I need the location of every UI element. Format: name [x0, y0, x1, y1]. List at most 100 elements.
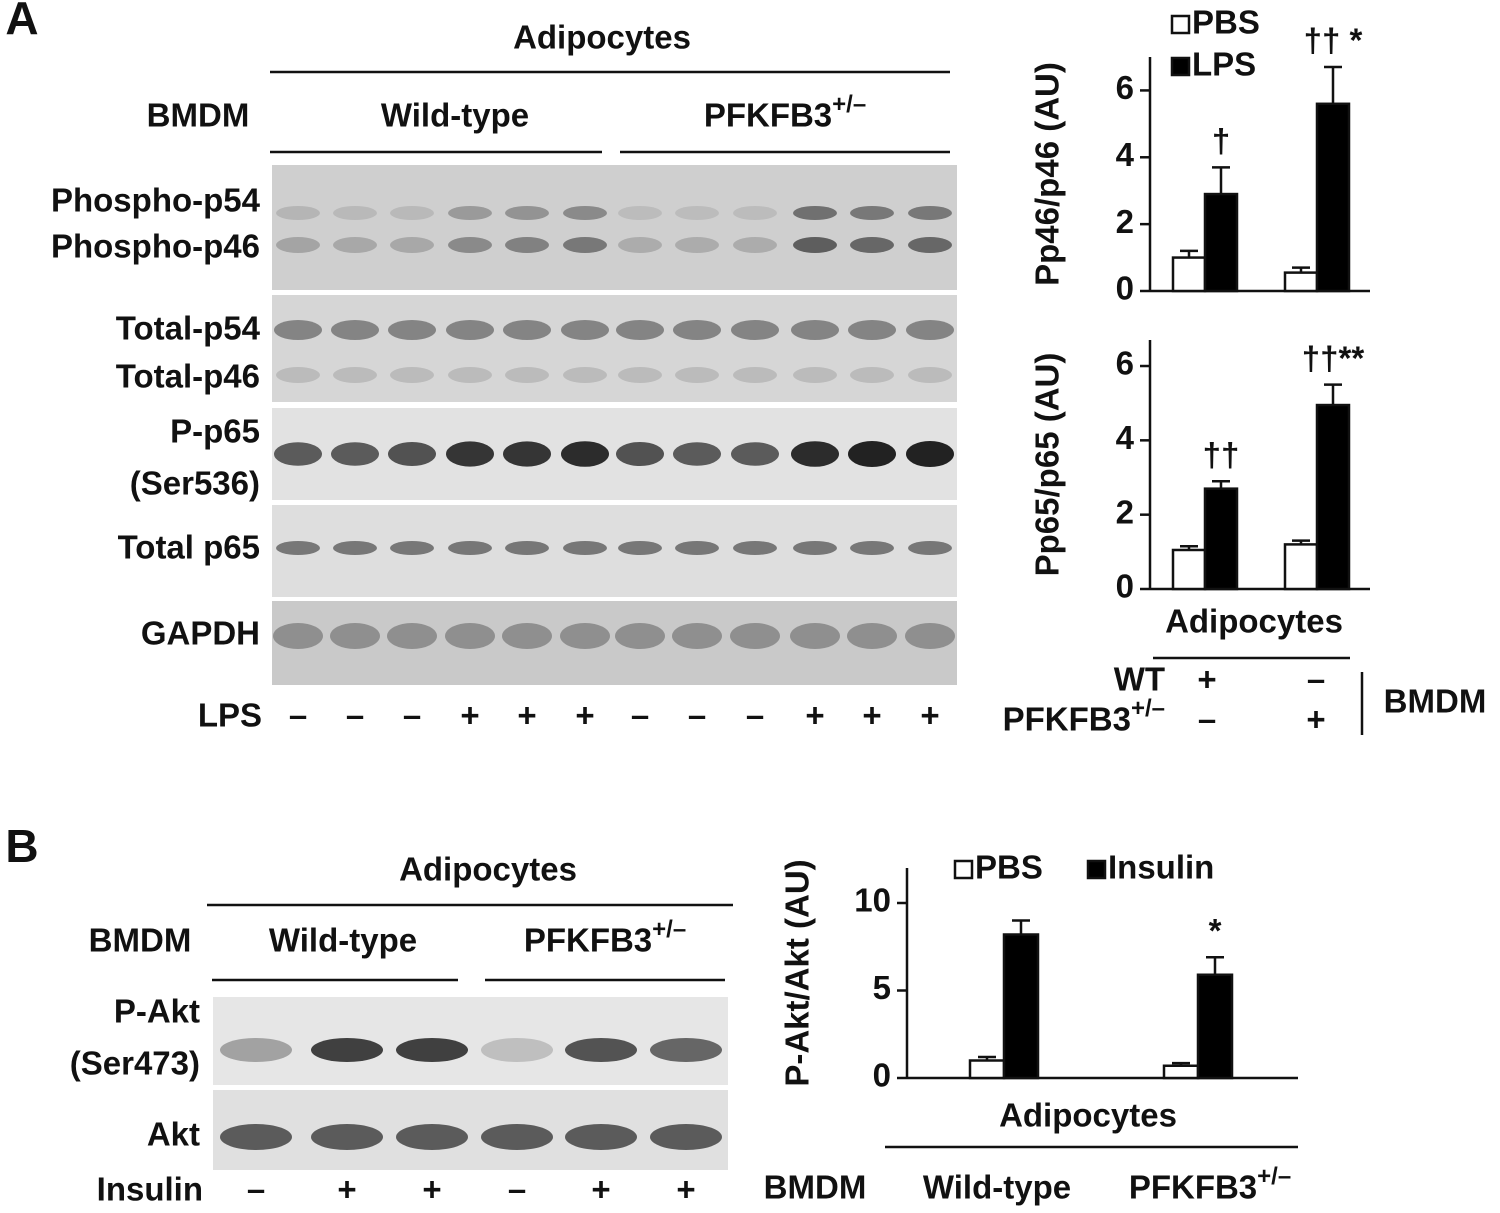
- blot-band: [848, 320, 896, 340]
- blot-band: [618, 206, 662, 220]
- lane-sign: +: [517, 697, 536, 734]
- bar: [1203, 487, 1239, 591]
- footer-header: Adipocytes: [999, 1097, 1177, 1134]
- blot-band: [276, 206, 320, 220]
- blot-band: [333, 367, 377, 383]
- lane-sign: –: [508, 1171, 526, 1208]
- lane-sign: +: [575, 697, 594, 734]
- blot-band: [906, 441, 954, 467]
- blot-band: [390, 237, 434, 253]
- blot-band: [396, 1038, 468, 1062]
- blot-band: [503, 320, 551, 340]
- lane-sign: +: [676, 1171, 695, 1208]
- lane-sign: –: [631, 697, 649, 734]
- x-tick-label: Wild-type: [923, 1169, 1071, 1206]
- blot-band: [793, 367, 837, 383]
- blot-panel: [213, 997, 728, 1085]
- blot-band: [793, 237, 837, 253]
- blot-band: [672, 623, 722, 649]
- bar: [1283, 543, 1319, 591]
- error-bar: [1012, 919, 1030, 935]
- blot-band: [793, 206, 837, 220]
- significance-mark: †: [1212, 122, 1230, 159]
- blot-band: [333, 541, 377, 555]
- row-label: Total-p54: [116, 310, 261, 347]
- header: Adipocytes: [399, 851, 577, 888]
- blot-band: [561, 320, 609, 340]
- blot-band: [908, 206, 952, 220]
- blot-band: [618, 541, 662, 555]
- blot-band: [673, 320, 721, 340]
- bmdm-label: BMDM: [89, 922, 192, 959]
- group-label: PFKFB3+/–: [524, 916, 686, 958]
- blot-band: [220, 1124, 292, 1150]
- blot-band: [276, 541, 320, 555]
- blot-band: [505, 206, 549, 220]
- blot-band: [615, 623, 665, 649]
- blot-band: [563, 206, 607, 220]
- blot-band: [565, 1124, 637, 1150]
- blot-band: [650, 1124, 722, 1150]
- blot-band: [388, 320, 436, 340]
- blot-band: [390, 206, 434, 220]
- footer-sign: +: [1306, 701, 1325, 738]
- y-tick-label: 0: [1116, 568, 1134, 605]
- lane-sign: –: [688, 697, 706, 734]
- blot-band: [850, 367, 894, 383]
- blot-band: [311, 1124, 383, 1150]
- blot-band: [850, 541, 894, 555]
- treatment-label: Insulin: [97, 1171, 203, 1208]
- blot-band: [616, 320, 664, 340]
- blot-band: [276, 367, 320, 383]
- y-tick-label: 6: [1116, 69, 1134, 106]
- y-tick-label: 5: [873, 969, 891, 1006]
- blot-band: [791, 441, 839, 467]
- row-label: (Ser536): [130, 465, 260, 502]
- lane-sign: –: [746, 697, 764, 734]
- blot-band: [790, 623, 840, 649]
- treatment-label: LPS: [198, 697, 262, 734]
- bar: [1203, 192, 1239, 293]
- row-label: Phospho-p54: [51, 182, 261, 219]
- row-label: Total p65: [118, 529, 260, 566]
- blot-band: [733, 237, 777, 253]
- lane-sign: –: [247, 1171, 265, 1208]
- blot-band: [274, 442, 322, 466]
- footer-group-label: BMDM: [1384, 683, 1487, 720]
- footer-row-label: PFKFB3+/–: [1003, 695, 1165, 737]
- blot-band: [446, 320, 494, 340]
- blot-band: [561, 441, 609, 467]
- error-bar: [1324, 383, 1342, 406]
- bar: [1315, 102, 1351, 293]
- y-tick-label: 0: [873, 1057, 891, 1094]
- blot-band: [331, 442, 379, 466]
- bar: [1162, 1064, 1200, 1080]
- row-label: GAPDH: [141, 615, 260, 652]
- blot-panel: [272, 295, 957, 402]
- blot-band: [563, 541, 607, 555]
- blot-band: [330, 623, 380, 649]
- blot-panel: [272, 601, 957, 685]
- y-axis-label: P-Akt/Akt (AU): [779, 859, 816, 1086]
- lane-sign: +: [422, 1171, 441, 1208]
- blot-panel: [272, 165, 957, 290]
- significance-mark: *: [1209, 912, 1222, 949]
- lane-sign: –: [403, 697, 421, 734]
- blot-band: [850, 237, 894, 253]
- row-label: (Ser473): [70, 1045, 200, 1082]
- group-label: Wild-type: [269, 922, 417, 959]
- blot-band: [730, 623, 780, 649]
- blot-band: [733, 206, 777, 220]
- bmdm-label: BMDM: [147, 97, 250, 134]
- blot-band: [675, 206, 719, 220]
- blot-band: [390, 541, 434, 555]
- blot-band: [333, 237, 377, 253]
- lane-sign: +: [862, 697, 881, 734]
- lane-sign: +: [591, 1171, 610, 1208]
- blot-band: [565, 1038, 637, 1062]
- blot-band: [908, 541, 952, 555]
- blot-band: [850, 206, 894, 220]
- blot-band: [331, 320, 379, 340]
- y-tick-label: 0: [1116, 270, 1134, 307]
